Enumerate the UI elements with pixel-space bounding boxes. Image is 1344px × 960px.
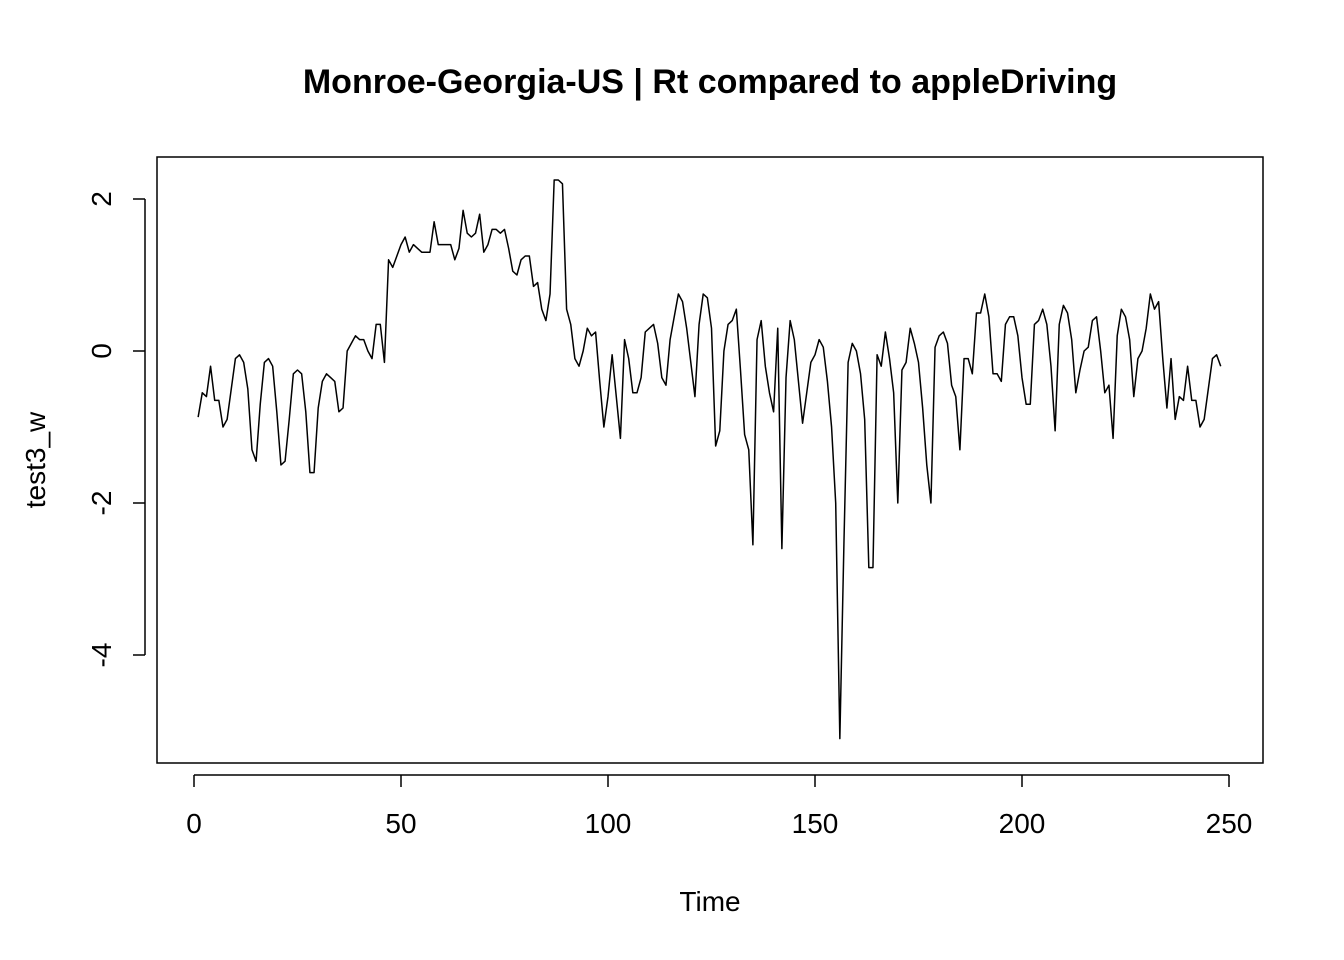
plot-frame — [156, 156, 1264, 764]
x-tick-label: 150 — [792, 808, 839, 839]
y-tick-label: -2 — [86, 491, 117, 516]
chart-title: Monroe-Georgia-US | Rt compared to apple… — [303, 63, 1117, 101]
x-tick-label: 200 — [999, 808, 1046, 839]
y-tick-label: 0 — [86, 343, 117, 359]
x-tick-label: 250 — [1206, 808, 1253, 839]
y-axis: -4 -2 0 2 — [86, 191, 146, 668]
x-tick-label: 100 — [585, 808, 632, 839]
x-axis: 0 50 100 150 200 250 — [186, 774, 1253, 839]
y-axis-label: test3_w — [20, 411, 51, 508]
series-line — [197, 179, 1222, 740]
x-tick-label: 50 — [385, 808, 416, 839]
y-tick-label: 2 — [86, 191, 117, 207]
x-tick-label: 0 — [186, 808, 202, 839]
x-axis-label: Time — [679, 886, 740, 917]
y-tick-label: -4 — [86, 643, 117, 668]
